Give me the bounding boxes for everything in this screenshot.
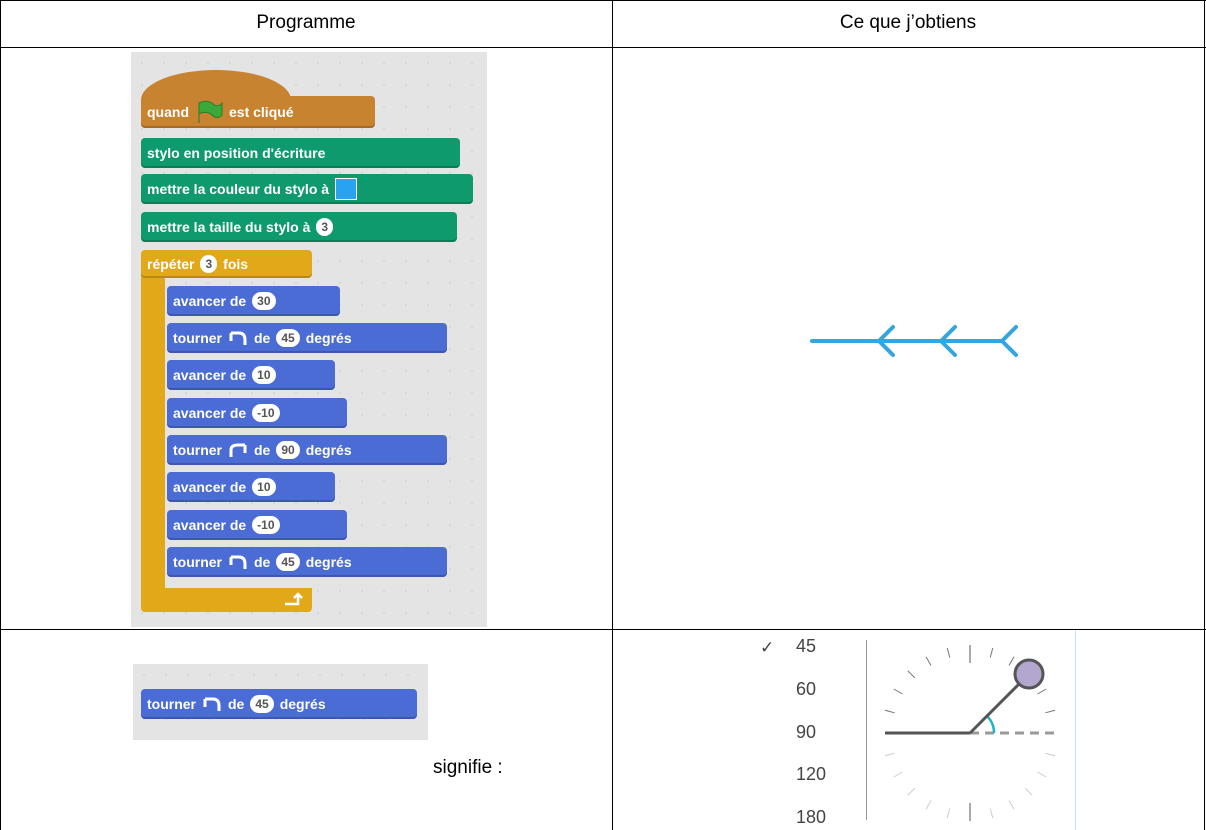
block: répéter 3 fois bbox=[141, 250, 312, 278]
dial-tick bbox=[907, 787, 916, 796]
block: mettre la taille du stylo à 3 bbox=[141, 212, 457, 242]
input: 45 bbox=[276, 329, 300, 347]
color-swatch bbox=[335, 178, 358, 200]
dial-tick bbox=[893, 771, 903, 778]
menu-option: 45 bbox=[796, 636, 817, 656]
block-text: de bbox=[254, 330, 271, 346]
input: 90 bbox=[276, 441, 300, 459]
block-text: de bbox=[228, 696, 245, 712]
panel-edge bbox=[1075, 630, 1076, 830]
block-text: avancer de bbox=[173, 405, 247, 421]
dial-tick bbox=[1045, 709, 1056, 714]
check-mark: ✓ bbox=[760, 638, 775, 657]
block-text: avancer de bbox=[173, 367, 247, 383]
turn-left-icon bbox=[229, 331, 247, 345]
dial-tick bbox=[989, 808, 994, 819]
dial-tick bbox=[1037, 688, 1047, 695]
block-text: mettre la couleur du stylo à bbox=[147, 181, 330, 197]
block-text: degrés bbox=[305, 554, 352, 570]
input: -10 bbox=[252, 404, 280, 422]
table-border bbox=[612, 0, 613, 830]
dial-tick bbox=[884, 709, 895, 714]
block-text: tourner bbox=[173, 442, 222, 458]
input: 10 bbox=[252, 478, 276, 496]
input: 3 bbox=[316, 218, 334, 236]
input: 45 bbox=[250, 695, 274, 713]
dial-tick bbox=[907, 670, 916, 679]
block: tourner de 45 degrés bbox=[141, 689, 417, 719]
turn-left-icon bbox=[203, 697, 221, 711]
dial-tick bbox=[1045, 752, 1056, 757]
block-text: fois bbox=[223, 256, 249, 272]
c-foot bbox=[141, 588, 312, 612]
dial-tick bbox=[925, 656, 932, 666]
block: quand est cliqué bbox=[141, 96, 375, 128]
input: 45 bbox=[276, 553, 300, 571]
dial-tick bbox=[1037, 771, 1047, 778]
block-text: tourner bbox=[173, 554, 222, 570]
flag-icon bbox=[198, 100, 223, 123]
input: 10 bbox=[252, 366, 276, 384]
block: tourner de 45 degrés bbox=[167, 323, 447, 353]
dial-tick bbox=[1008, 800, 1015, 810]
block: tourner de 45 degrés bbox=[167, 547, 447, 577]
dial-tick bbox=[884, 752, 895, 757]
dial-tick bbox=[989, 647, 994, 658]
block: avancer de 10 bbox=[167, 472, 335, 502]
block: mettre la couleur du stylo à bbox=[141, 174, 473, 204]
menu-option: 180 bbox=[796, 807, 827, 827]
input: -10 bbox=[252, 516, 280, 534]
c-arm bbox=[141, 270, 165, 600]
table-border bbox=[0, 0, 1, 830]
block-text: avancer de bbox=[173, 517, 247, 533]
block-text: stylo en position d'écriture bbox=[147, 145, 326, 161]
dial-tick bbox=[946, 808, 951, 819]
block-text: avancer de bbox=[173, 479, 247, 495]
angle-dial bbox=[884, 645, 1056, 821]
block-text: est cliqué bbox=[229, 104, 294, 120]
turn-right-icon bbox=[229, 443, 247, 457]
block-text: de bbox=[254, 554, 271, 570]
block-text: mettre la taille du stylo à bbox=[147, 219, 311, 235]
block-text: quand bbox=[147, 104, 189, 120]
block-text: degrés bbox=[305, 330, 352, 346]
block-text: tourner bbox=[173, 330, 222, 346]
dial-tick bbox=[925, 800, 932, 810]
block: tourner de 90 degrés bbox=[167, 435, 447, 465]
table-border bbox=[0, 0, 1206, 1]
pen-drawing bbox=[810, 325, 1018, 357]
block: stylo en position d'écriture bbox=[141, 138, 460, 168]
header: Programme bbox=[256, 12, 356, 33]
header: Ce que j’obtiens bbox=[839, 12, 977, 33]
menu-option: 90 bbox=[796, 722, 817, 742]
table-border bbox=[0, 47, 1206, 48]
loop-arrow bbox=[285, 592, 303, 606]
turn-left-icon bbox=[229, 555, 247, 569]
block-text: tourner bbox=[147, 696, 196, 712]
menu-divider bbox=[866, 640, 867, 820]
menu-option: 60 bbox=[796, 679, 817, 699]
dial-tick bbox=[893, 688, 903, 695]
block: avancer de 30 bbox=[167, 286, 340, 316]
table-border bbox=[1204, 0, 1205, 830]
input: 30 bbox=[252, 292, 276, 310]
block-text: degrés bbox=[305, 442, 352, 458]
block-text: avancer de bbox=[173, 293, 247, 309]
block: avancer de -10 bbox=[167, 398, 347, 428]
meaning-text: signifie : bbox=[433, 757, 503, 778]
input: 3 bbox=[200, 255, 218, 273]
block-text: de bbox=[254, 442, 271, 458]
table-border bbox=[0, 629, 1206, 630]
block-text: degrés bbox=[279, 696, 326, 712]
menu-option: 120 bbox=[796, 764, 827, 784]
dial-tick bbox=[1008, 656, 1015, 666]
dial-tick bbox=[946, 647, 951, 658]
block: avancer de 10 bbox=[167, 360, 335, 390]
block-text: répéter bbox=[147, 256, 195, 272]
dial-tick bbox=[1024, 787, 1033, 796]
block: avancer de -10 bbox=[167, 510, 347, 540]
